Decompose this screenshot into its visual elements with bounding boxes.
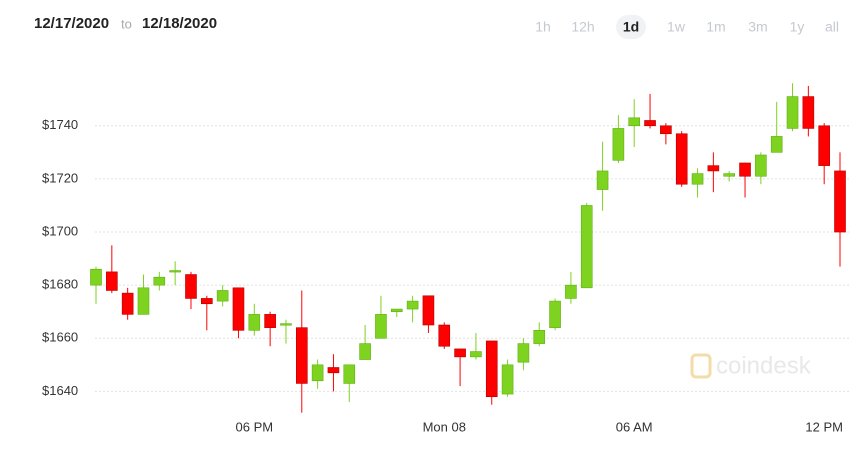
candle-body bbox=[596, 170, 609, 190]
candle-body bbox=[723, 173, 736, 177]
candle-body bbox=[660, 125, 672, 135]
logo-icon bbox=[690, 353, 712, 379]
candle-body bbox=[311, 364, 324, 382]
candle-body bbox=[248, 314, 261, 331]
candle-body bbox=[470, 351, 482, 358]
range-button[interactable]: 1w bbox=[667, 19, 686, 35]
candle-body bbox=[770, 136, 783, 153]
y-tick-label: $1660 bbox=[42, 330, 78, 345]
candle-body bbox=[691, 173, 704, 185]
candle-body bbox=[549, 300, 561, 328]
y-tick-label: $1680 bbox=[42, 277, 78, 292]
candle-body bbox=[707, 165, 720, 172]
date-from: 12/17/2020 bbox=[34, 15, 109, 32]
candle-body bbox=[232, 287, 245, 331]
candle-body bbox=[280, 323, 292, 326]
range-button[interactable]: 1h bbox=[535, 19, 551, 35]
candle-body bbox=[390, 308, 403, 313]
y-tick-label: $1700 bbox=[42, 223, 78, 238]
candle-body bbox=[628, 117, 641, 127]
candle-body bbox=[485, 340, 498, 398]
candle-body bbox=[343, 364, 356, 384]
candle-body bbox=[834, 170, 846, 233]
range-button[interactable]: 1m bbox=[706, 19, 725, 35]
candle-body bbox=[580, 205, 593, 289]
watermark-text: coindesk bbox=[716, 352, 812, 379]
candle-body bbox=[153, 276, 166, 286]
candle-body bbox=[818, 125, 830, 166]
x-tick-label: Mon 08 bbox=[423, 419, 466, 434]
candle-body bbox=[216, 290, 229, 302]
candle-body bbox=[644, 120, 656, 127]
candle-body bbox=[106, 271, 118, 291]
x-tick-label: 06 AM bbox=[616, 419, 653, 434]
watermark: coindesk bbox=[690, 352, 812, 379]
range-button[interactable]: 1y bbox=[790, 19, 805, 35]
candle-body bbox=[406, 300, 419, 310]
range-selected-bg bbox=[616, 15, 646, 39]
candle-body bbox=[201, 298, 213, 305]
range-button[interactable]: all bbox=[825, 19, 839, 35]
candle-body bbox=[169, 270, 181, 273]
y-tick-label: $1740 bbox=[42, 117, 78, 132]
candle-body bbox=[327, 367, 340, 374]
date-sep: to bbox=[121, 16, 132, 31]
candle-body bbox=[137, 287, 150, 315]
date-to: 12/18/2020 bbox=[142, 15, 217, 32]
candle-body bbox=[375, 314, 387, 339]
candle-body bbox=[90, 268, 102, 286]
range-button[interactable]: 3m bbox=[748, 19, 767, 35]
candle-body bbox=[786, 96, 799, 129]
candle-body bbox=[675, 133, 688, 185]
candle-body bbox=[565, 284, 577, 299]
range-button[interactable]: 12h bbox=[571, 19, 594, 35]
candle-body bbox=[454, 348, 466, 358]
x-tick-label: 12 PM bbox=[805, 419, 843, 434]
y-tick-label: $1640 bbox=[42, 383, 78, 398]
candle-body bbox=[755, 154, 767, 177]
range-button[interactable]: 1d bbox=[623, 19, 639, 35]
candle-body bbox=[359, 343, 371, 360]
y-tick-label: $1720 bbox=[42, 170, 78, 185]
candle-body bbox=[501, 364, 514, 395]
x-tick-label: 06 PM bbox=[236, 419, 274, 434]
candle-body bbox=[422, 295, 435, 326]
candle-body bbox=[185, 274, 197, 299]
candle-body bbox=[802, 96, 815, 129]
candle-body bbox=[517, 343, 530, 363]
candle-body bbox=[121, 292, 134, 315]
candle-body bbox=[438, 324, 451, 347]
candle-body bbox=[264, 314, 276, 328]
candle-body bbox=[739, 162, 751, 177]
candle-body bbox=[295, 327, 308, 384]
candle-body bbox=[612, 128, 625, 161]
candle-body bbox=[533, 330, 546, 344]
